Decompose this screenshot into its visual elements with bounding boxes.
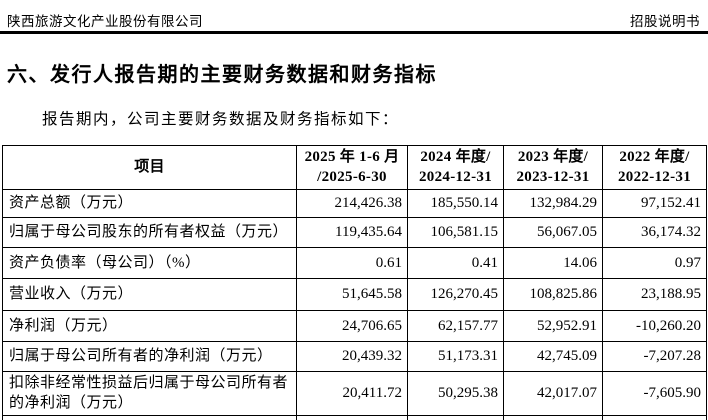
row-label-cell: 资产负债率（母公司）（%） xyxy=(2,247,297,279)
value-cell: -7,207.28 xyxy=(602,341,707,372)
row-label-cell: 资产总额（万元） xyxy=(2,189,297,218)
value-cell: 42,017.07 xyxy=(503,371,603,416)
value-cell xyxy=(407,414,504,420)
value-cell: -7,605.90 xyxy=(602,371,707,416)
value-cell: 36,174.32 xyxy=(602,217,707,248)
column-header-2024: 2024 年度/ 2024-12-31 xyxy=(407,145,504,190)
value-cell: 214,426.38 xyxy=(296,189,408,218)
running-header: 陕西旅游文化产业股份有限公司 招股说明书 xyxy=(7,10,700,30)
value-cell: 42,745.09 xyxy=(503,341,603,372)
company-name: 陕西旅游文化产业股份有限公司 xyxy=(7,14,203,29)
value-cell xyxy=(296,414,408,420)
value-cell: 185,550.14 xyxy=(407,189,504,218)
column-header-label: 2025 年 1-6 月 xyxy=(304,149,400,165)
value-cell xyxy=(602,414,707,420)
value-cell: 20,439.32 xyxy=(296,341,408,372)
value-cell: 52,952.91 xyxy=(503,310,603,342)
value-cell: 132,984.29 xyxy=(503,189,603,218)
value-cell: 106,581.15 xyxy=(407,217,504,248)
table-row-parent-net-profit: 归属于母公司所有者的净利润（万元） 20,439.32 51,173.31 42… xyxy=(2,341,707,372)
column-header-label: 项目 xyxy=(134,158,165,175)
header-divider xyxy=(0,31,708,34)
value-cell: 62,157.77 xyxy=(407,310,504,342)
column-header-label: /2025-6-30 xyxy=(317,168,387,185)
intro-paragraph: 报告期内，公司主要财务数据及财务指标如下： xyxy=(42,111,400,128)
value-cell: 108,825.86 xyxy=(503,278,603,311)
value-cell: -10,260.20 xyxy=(602,310,707,342)
value-cell: 14.06 xyxy=(503,247,603,279)
column-header-label: 2024 年度/ xyxy=(420,149,491,165)
column-header-item: 项目 xyxy=(2,145,297,190)
table-row-deducted-net-profit: 扣除非经常性损益后归属于母公司所有者的净利润（万元） 20,411.72 50,… xyxy=(2,371,707,416)
row-label-cell xyxy=(2,414,297,420)
column-header-label: 2022 年度/ xyxy=(619,149,690,165)
value-cell: 51,645.58 xyxy=(296,278,408,311)
column-header-2023: 2023 年度/ 2023-12-31 xyxy=(503,145,603,190)
table-row-cutoff xyxy=(2,414,707,420)
column-header-2025: 2025 年 1-6 月 /2025-6-30 xyxy=(296,145,408,190)
value-cell: 0.41 xyxy=(407,247,504,279)
doc-type-label: 招股说明书 xyxy=(630,14,700,29)
value-cell: 50,295.38 xyxy=(407,371,504,416)
value-cell xyxy=(503,414,603,420)
value-cell: 24,706.65 xyxy=(296,310,408,342)
value-cell: 51,173.31 xyxy=(407,341,504,372)
column-header-label: 2023 年度/ xyxy=(517,149,589,165)
value-cell: 97,152.41 xyxy=(602,189,707,218)
table-row-net-profit: 净利润（万元） 24,706.65 62,157.77 52,952.91 -1… xyxy=(2,310,707,342)
value-cell: 0.61 xyxy=(296,247,408,279)
value-cell: 126,270.45 xyxy=(407,278,504,311)
table-row-revenue: 营业收入（万元） 51,645.58 126,270.45 108,825.86… xyxy=(2,278,707,311)
column-header-label: 2023-12-31 xyxy=(516,168,590,185)
column-header-2022: 2022 年度/ 2022-12-31 xyxy=(602,145,707,190)
table-row-total-assets: 资产总额（万元） 214,426.38 185,550.14 132,984.2… xyxy=(2,189,707,218)
row-label-cell: 净利润（万元） xyxy=(2,310,297,342)
value-cell: 56,067.05 xyxy=(503,217,603,248)
value-cell: 119,435.64 xyxy=(296,217,408,248)
table-row-parent-equity: 归属于母公司股东的所有者权益（万元） 119,435.64 106,581.15… xyxy=(2,217,707,248)
value-cell: 20,411.72 xyxy=(296,371,408,416)
table-row-debt-ratio: 资产负债率（母公司）（%） 0.61 0.41 14.06 0.97 xyxy=(2,247,707,279)
row-label-cell: 归属于母公司股东的所有者权益（万元） xyxy=(2,217,297,248)
row-label-cell: 归属于母公司所有者的净利润（万元） xyxy=(2,341,297,372)
row-label-cell: 扣除非经常性损益后归属于母公司所有者的净利润（万元） xyxy=(2,371,297,416)
financial-data-table: 项目 2025 年 1-6 月 /2025-6-30 2024 年度/ 2024… xyxy=(2,145,707,420)
section-title: 六、发行人报告期的主要财务数据和财务指标 xyxy=(7,62,437,86)
table-header-row: 项目 2025 年 1-6 月 /2025-6-30 2024 年度/ 2024… xyxy=(2,145,707,190)
column-header-label: 2024-12-31 xyxy=(419,168,492,185)
value-cell: 0.97 xyxy=(602,247,707,279)
value-cell: 23,188.95 xyxy=(602,278,707,311)
column-header-label: 2022-12-31 xyxy=(618,168,691,185)
row-label-cell: 营业收入（万元） xyxy=(2,278,297,311)
